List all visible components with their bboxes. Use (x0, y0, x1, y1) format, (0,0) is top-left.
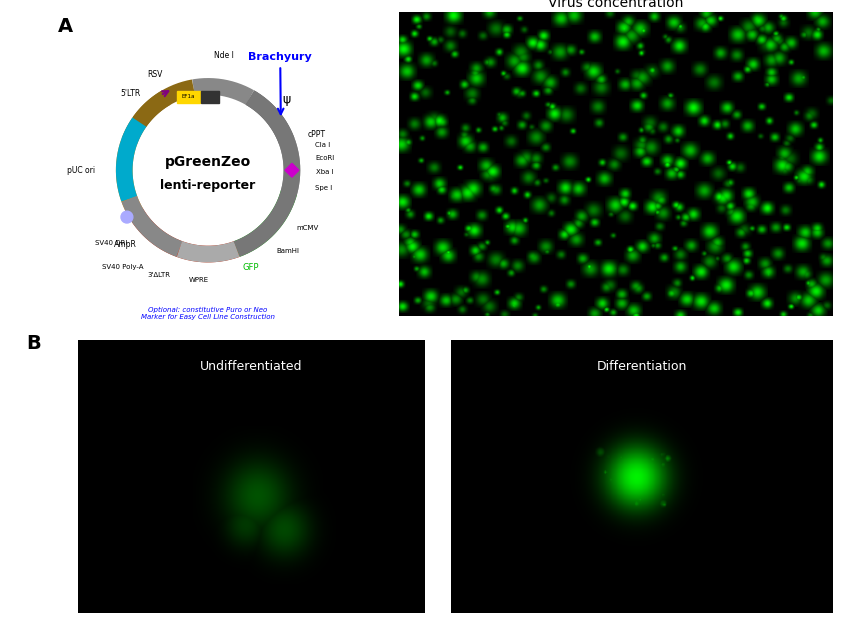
Text: Undifferentiated: Undifferentiated (200, 360, 303, 373)
Text: EcoRI: EcoRI (316, 155, 335, 161)
Text: EF1a: EF1a (182, 94, 195, 100)
Title: Virus concentration: Virus concentration (548, 0, 683, 10)
Text: Optional: constitutive Puro or Neo
Marker for Easy Cell Line Construction: Optional: constitutive Puro or Neo Marke… (141, 307, 275, 320)
Text: Cla I: Cla I (315, 142, 329, 149)
Text: A: A (58, 17, 73, 37)
Text: Brachyury: Brachyury (249, 53, 312, 63)
FancyBboxPatch shape (201, 91, 219, 103)
Text: Nde I: Nde I (213, 51, 233, 60)
Text: AmpR: AmpR (114, 240, 137, 249)
Text: B: B (26, 334, 41, 353)
Text: BamHI: BamHI (276, 248, 299, 254)
Text: lenti-reporter: lenti-reporter (160, 178, 256, 191)
Text: Xba I: Xba I (316, 169, 333, 175)
Text: 5'LTR: 5'LTR (121, 89, 141, 98)
Text: Spe I: Spe I (315, 185, 332, 191)
Text: cPPT: cPPT (307, 129, 325, 139)
Circle shape (121, 211, 133, 223)
Text: GFP: GFP (243, 262, 259, 272)
Text: pUC ori: pUC ori (67, 166, 95, 175)
Text: RSV: RSV (147, 70, 163, 79)
FancyBboxPatch shape (177, 91, 200, 103)
Text: WPRE: WPRE (189, 277, 209, 284)
Text: SV40 Poly-A: SV40 Poly-A (101, 264, 143, 270)
Text: pGreenZeo: pGreenZeo (165, 155, 251, 170)
Text: ψ: ψ (283, 93, 290, 106)
Text: Differentiation: Differentiation (596, 360, 687, 373)
Text: SV40 ORI: SV40 ORI (95, 240, 127, 246)
Text: mCMV: mCMV (297, 225, 319, 231)
Text: 3'ΔLTR: 3'ΔLTR (147, 272, 170, 278)
